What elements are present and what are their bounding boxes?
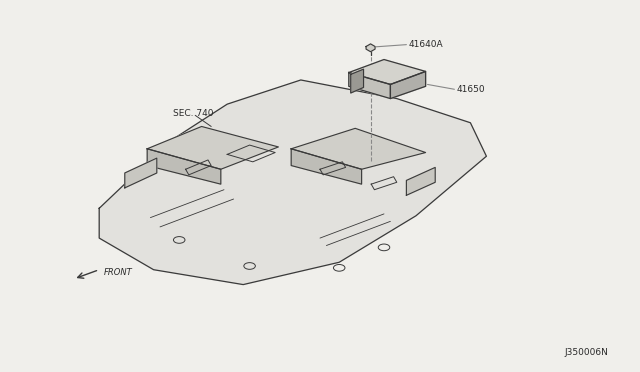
Polygon shape: [147, 126, 278, 169]
Polygon shape: [349, 73, 390, 99]
Polygon shape: [366, 44, 375, 52]
Polygon shape: [99, 80, 486, 285]
Polygon shape: [147, 149, 221, 184]
Polygon shape: [349, 60, 426, 84]
Text: SEC. 740: SEC. 740: [173, 109, 213, 118]
Text: J350006N: J350006N: [564, 348, 608, 357]
Polygon shape: [291, 128, 426, 169]
Polygon shape: [351, 69, 364, 93]
Text: 41640A: 41640A: [408, 40, 443, 49]
Text: FRONT: FRONT: [104, 268, 132, 277]
Text: 41650: 41650: [456, 85, 485, 94]
Polygon shape: [406, 167, 435, 195]
Polygon shape: [291, 149, 362, 184]
Polygon shape: [125, 158, 157, 188]
Polygon shape: [390, 71, 426, 99]
